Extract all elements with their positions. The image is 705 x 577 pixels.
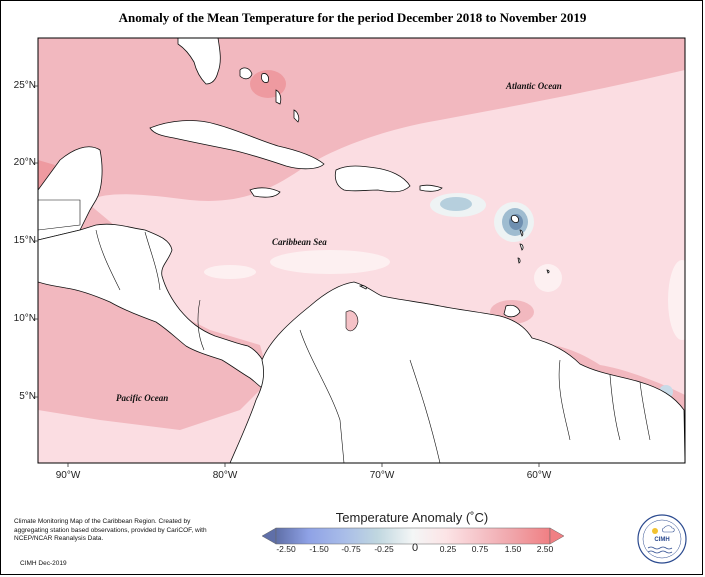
axis-ticks — [34, 85, 540, 467]
lat-label-15n: 15°N — [13, 235, 36, 246]
land-jamaica — [249, 187, 281, 198]
lat-label-25n: 25°N — [13, 80, 36, 91]
label-pacific-ocean: Pacific Ocean — [116, 393, 169, 403]
colorbar-tick-label: 0.75 — [471, 544, 489, 554]
anomaly-warm-zone-north — [38, 38, 685, 240]
colorbar-tick-label: 0 — [411, 542, 419, 554]
anomaly-neutral-patch-caribbean-2 — [204, 265, 256, 279]
colorbar-high-arrow — [549, 527, 565, 545]
country-borders — [95, 229, 651, 463]
colorbar-tick-label: -0.25 — [374, 544, 394, 554]
lat-label-10n: 10°N — [13, 313, 36, 324]
cimh-logo — [637, 514, 687, 564]
lon-label-60w: 60°W — [526, 470, 552, 481]
lat-label-5n: 5°N — [19, 391, 36, 402]
anomaly-neutral-patch-caribbean — [270, 250, 390, 274]
colorbar-tick-label: -0.75 — [341, 544, 361, 554]
anomaly-cool-patch-guadeloupe — [440, 197, 472, 211]
land-aruba-curacao — [358, 285, 367, 290]
land-florida — [177, 38, 221, 85]
land-mexico-edge — [38, 199, 81, 231]
legend-title: Temperature Anomaly (˚C) — [335, 510, 489, 525]
land-bahamas-long-island — [293, 109, 300, 123]
label-atlantic-ocean: Atlantic Ocean — [506, 81, 562, 91]
anomaly-hot-spot-bahamas — [250, 70, 286, 98]
land-bahamas-abaco — [261, 73, 269, 83]
anomaly-hot-edge-yucatan — [38, 160, 55, 190]
land-barbados — [546, 269, 550, 274]
land-st-lucia — [517, 257, 521, 264]
lon-label-80w: 80°W — [212, 470, 238, 481]
lon-label-90w: 90°W — [55, 470, 81, 481]
land-bahamas-andros — [239, 67, 253, 80]
colorbar-tick-label: 0.25 — [439, 544, 457, 554]
colorbar-tick-label: -2.50 — [276, 544, 296, 554]
land-puerto-rico — [419, 184, 443, 192]
land-south-america — [229, 281, 685, 463]
map-title: Anomaly of the Mean Temperature for the … — [118, 10, 587, 25]
colorbar — [261, 527, 565, 545]
credit-text: Climate Monitoring Map of the Caribbean … — [14, 518, 207, 542]
land-martinique — [519, 243, 524, 251]
colorbar-low-arrow — [261, 527, 277, 545]
land-dominica — [519, 229, 524, 237]
lat-label-20n: 20°N — [13, 157, 36, 168]
credit-date: CIMH Dec-2019 — [20, 560, 67, 567]
land-guadeloupe — [511, 215, 519, 223]
anomaly-neutral-patch-east — [534, 264, 562, 292]
logo-text: CIMH — [654, 537, 670, 543]
map-plot-area — [38, 38, 685, 463]
anomaly-neutral-patch-far-east — [668, 260, 685, 340]
land-bahamas-eleuthera — [275, 89, 282, 105]
colorbar-tick-label: 2.50 — [536, 544, 554, 554]
land-hispaniola — [334, 165, 411, 193]
land-cuba — [149, 120, 325, 170]
lake-maracaibo — [345, 310, 359, 332]
label-caribbean-sea: Caribbean Sea — [272, 237, 327, 247]
land-trinidad — [503, 304, 521, 318]
colorbar-tick-label: 1.50 — [504, 544, 522, 554]
lon-label-70w: 70°W — [369, 470, 395, 481]
map-border — [37, 37, 686, 464]
colorbar-tick-label: -1.50 — [309, 544, 329, 554]
land-masses — [38, 38, 685, 463]
